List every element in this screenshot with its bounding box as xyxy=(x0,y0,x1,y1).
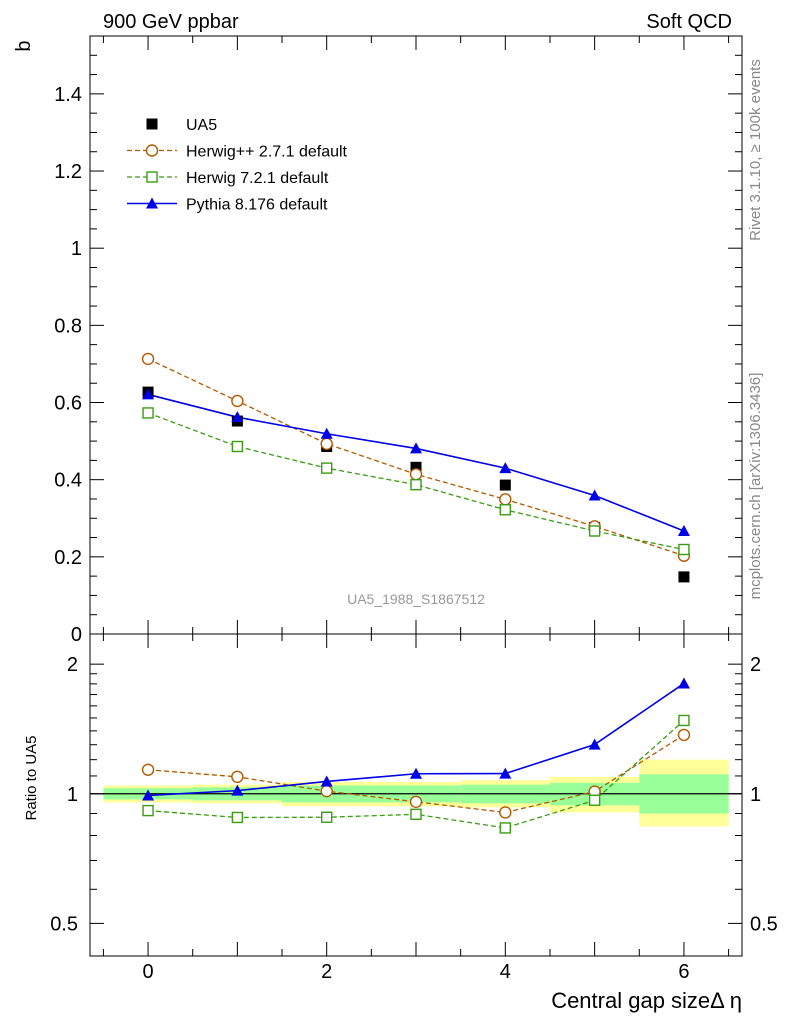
ratio-point-herwig-7-2-1-default xyxy=(142,804,154,817)
main-point-pythia-8-176-default xyxy=(588,489,601,501)
legend-label: Herwig++ 2.7.1 default xyxy=(186,144,348,161)
ratio-point-herwig-2-7-1-default xyxy=(320,784,333,798)
data-markers xyxy=(141,352,691,834)
main-y-tick-label: 0.2 xyxy=(54,547,82,569)
main-point-herwig-7-2-1-default xyxy=(499,504,512,516)
ratio-y-tick-label: 2 xyxy=(67,654,78,676)
main-point-pythia-8-176-default xyxy=(677,524,690,536)
ratio-point-pythia-8-176-default xyxy=(588,738,601,750)
ratio-point-herwig-2-7-1-default xyxy=(231,770,244,784)
ratio-y-tick-label: 1 xyxy=(67,784,78,806)
main-point-herwig-2-7-1-default xyxy=(231,394,244,408)
legend-marker xyxy=(145,144,159,157)
ratio-point-herwig-7-2-1-default xyxy=(410,808,422,821)
main-point-herwig-2-7-1-default xyxy=(141,352,155,366)
ratio-point-pythia-8-176-default xyxy=(142,789,155,801)
main-point-herwig-7-2-1-default xyxy=(678,543,690,556)
ratio-point-herwig-2-7-1-default xyxy=(141,763,155,776)
ratio-point-herwig-2-7-1-default xyxy=(677,728,691,742)
ratio-point-herwig-7-2-1-default xyxy=(231,811,244,824)
main-point-herwig-7-2-1-default xyxy=(588,525,601,537)
main-point-herwig-7-2-1-default xyxy=(231,440,244,453)
axis-ticks xyxy=(90,35,742,956)
ratio-point-pythia-8-176-default xyxy=(677,677,690,689)
main-y-tick-label: 1.2 xyxy=(54,161,82,183)
main-y-axis-label: b xyxy=(13,40,35,51)
main-y-tick-label: 0.8 xyxy=(54,315,82,337)
main-point-pythia-8-176-default xyxy=(320,427,333,439)
legend-marker xyxy=(146,197,158,209)
main-point-pythia-8-176-default xyxy=(410,442,422,454)
x-tick-label: 6 xyxy=(678,961,689,983)
axis-tick-labels: 0 2 4 6 0 0.2 0.4 0.6 0.8 1 1.2 1.4 0.5 0.5 1 1 2 2 xyxy=(50,84,778,983)
x-axis-label: Central gap sizeΔ η xyxy=(551,988,742,1013)
main-point-ua5 xyxy=(499,479,511,491)
main-point-pythia-8-176-default xyxy=(499,462,512,474)
legend-label: Herwig 7.2.1 default xyxy=(186,170,329,187)
ratio-y-tick-label-right: 0.5 xyxy=(750,913,778,935)
ratio-point-herwig-2-7-1-default xyxy=(499,806,512,819)
ratio-point-herwig-7-2-1-default xyxy=(678,714,690,727)
mcplots-side-label: mcplots.cern.ch [arXiv:1306.3436] xyxy=(747,373,764,600)
main-point-pythia-8-176-default xyxy=(231,411,244,423)
x-tick-label: 4 xyxy=(500,961,511,983)
main-line-herwig-2-7-1-default xyxy=(147,358,685,557)
ratio-point-pythia-8-176-default xyxy=(499,767,512,779)
ratio-point-herwig-7-2-1-default xyxy=(320,811,333,823)
main-point-herwig-7-2-1-default xyxy=(142,407,154,419)
legend-label: Pythia 8.176 default xyxy=(186,197,328,214)
ratio-point-herwig-7-2-1-default xyxy=(588,794,601,806)
main-point-herwig-2-7-1-default xyxy=(320,437,333,450)
header-right-label: Soft QCD xyxy=(646,11,732,33)
x-tick-label: 0 xyxy=(142,961,153,983)
ratio-y-axis-label: Ratio to UA5 xyxy=(23,735,40,820)
main-y-tick-label: 0 xyxy=(71,624,82,646)
main-point-ua5 xyxy=(678,571,690,583)
main-point-herwig-2-7-1-default xyxy=(499,493,512,506)
legend-marker xyxy=(146,171,158,183)
main-y-tick-label: 1 xyxy=(71,238,82,260)
main-point-herwig-7-2-1-default xyxy=(320,462,333,474)
ratio-point-herwig-7-2-1-default xyxy=(499,822,512,834)
analysis-annotation: UA5_1988_S1867512 xyxy=(347,591,485,607)
main-point-herwig-7-2-1-default xyxy=(410,478,422,491)
legend: UA5 Herwig++ 2.7.1 default Herwig 7.2.1 de… xyxy=(127,117,348,214)
ratio-point-pythia-8-176-default xyxy=(231,784,244,796)
main-point-ua5 xyxy=(410,461,422,473)
legend-label: UA5 xyxy=(186,117,217,134)
ratio-y-tick-label-right: 1 xyxy=(750,784,761,806)
header-left-label: 900 GeV ppbar xyxy=(103,11,239,33)
ratio-point-pythia-8-176-default xyxy=(320,775,333,787)
main-y-tick-label: 0.4 xyxy=(54,470,82,492)
x-tick-label: 2 xyxy=(321,961,332,983)
main-point-herwig-2-7-1-default xyxy=(409,468,423,481)
main-point-pythia-8-176-default xyxy=(142,388,155,400)
ratio-y-tick-label-right: 2 xyxy=(750,654,761,676)
ratio-point-herwig-2-7-1-default xyxy=(409,795,423,809)
main-y-tick-label: 0.6 xyxy=(54,393,82,415)
legend-marker xyxy=(146,118,158,130)
rivet-side-label: Rivet 3.1.10, ≥ 100k events xyxy=(747,59,764,241)
main-y-tick-label: 1.4 xyxy=(54,84,82,106)
ratio-point-pythia-8-176-default xyxy=(410,767,422,779)
ratio-y-tick-label: 0.5 xyxy=(50,913,78,935)
